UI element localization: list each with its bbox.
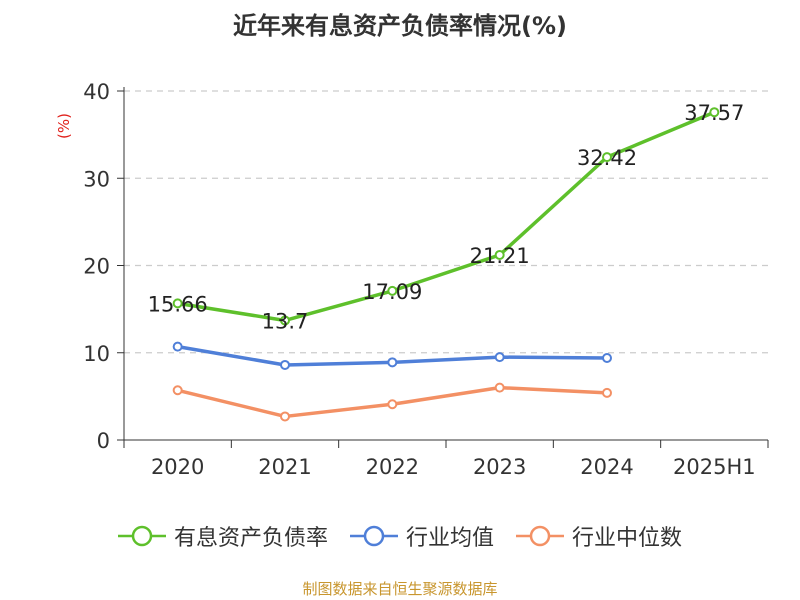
data-label: 32.42 [577,146,637,170]
legend-swatch [117,525,166,547]
legend-item-0[interactable]: 有息资产负债率 [117,520,328,552]
data-label: 15.66 [148,292,208,316]
legend-label: 行业均值 [405,526,494,551]
series-lines [172,107,720,422]
data-point [387,285,398,296]
legend-item-2[interactable]: 行业中位数 [516,520,682,552]
data-point [280,359,290,370]
data-point [387,357,398,368]
legend-label: 行业中位数 [572,526,683,551]
x-tick-label: 2021 [258,455,311,479]
source-note: 制图数据来自恒生聚源数据库 [302,580,498,598]
data-point [602,152,612,163]
y-tick-label: 20 [83,255,110,279]
x-tick-label: 2020 [151,455,204,479]
data-point [172,298,183,309]
data-point [602,352,612,363]
data-label: 17.09 [362,280,422,304]
legend-swatch [349,525,398,547]
data-point [494,352,505,363]
legend-label: 有息资产负债率 [173,526,328,551]
data-point [280,411,290,422]
x-tick-label: 2024 [580,455,633,479]
legend-item-1[interactable]: 行业均值 [349,520,494,552]
grid-lines [124,90,768,354]
y-tick-label: 40 [83,80,110,104]
data-label: 13.7 [262,309,309,333]
y-tick-label: 10 [83,342,110,366]
y-tick-label: 0 [97,429,110,453]
data-labels: 15.66 13.7 17.09 21.21 32.42 37.57 [148,101,745,333]
legend-swatch [516,525,564,547]
y-axis-label: (%) [55,113,73,139]
data-point [494,382,505,393]
data-label: 21.21 [470,244,530,268]
data-point [709,107,720,118]
y-tick-label: 30 [83,167,110,191]
legend: 有息资产负债率 行业均值 行业中位数 [0,520,800,552]
chart-title: 近年来有息资产负债率情况(%) [233,12,567,40]
axes: 0 10 20 30 40 (%) 2020 2021 2022 2023 2024 2025H1 [55,80,769,479]
data-point [602,387,612,398]
data-label: 37.57 [684,101,744,125]
series-line-0 [175,110,717,323]
x-tick-label: 2022 [366,455,419,479]
x-tick-label: 2023 [473,455,526,479]
data-point [387,399,398,410]
data-point [494,249,505,260]
data-point [280,315,290,326]
data-point [172,385,183,396]
data-point [172,341,183,352]
x-tick-label: 2025H1 [673,455,756,479]
